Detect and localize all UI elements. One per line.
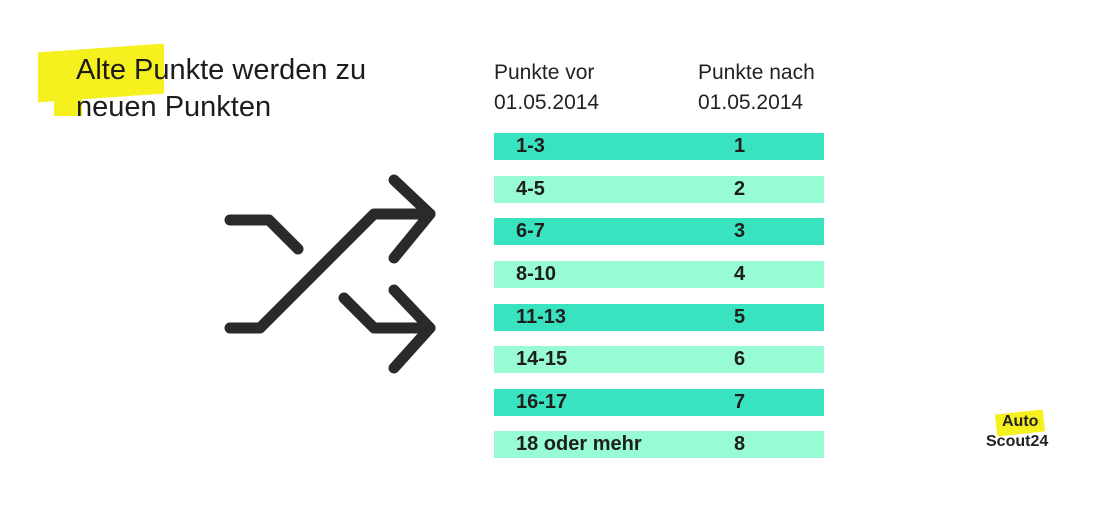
row-after-value: 3 bbox=[734, 220, 746, 242]
table-row: 1-3 1 bbox=[494, 133, 824, 160]
autoscout24-logo: Auto Scout24 bbox=[986, 412, 1048, 452]
row-after-value: 8 bbox=[734, 433, 746, 455]
column-header-before: Punkte vor 01.05.2014 bbox=[494, 58, 694, 118]
table-row: 16-17 7 bbox=[494, 389, 824, 416]
row-after-value: 4 bbox=[734, 263, 746, 285]
row-before-value: 16-17 bbox=[516, 391, 568, 413]
row-before-value: 11-13 bbox=[516, 306, 567, 328]
row-after-value: 6 bbox=[734, 348, 746, 370]
title-highlight-accent bbox=[54, 82, 82, 116]
table-row: 11-13 5 bbox=[494, 304, 824, 331]
column-header-after: Punkte nach 01.05.2014 bbox=[698, 58, 898, 118]
row-before-value: 8-10 bbox=[516, 263, 557, 285]
table-row: 8-10 4 bbox=[494, 261, 824, 288]
row-before-value: 4-5 bbox=[516, 178, 545, 200]
shuffle-icon bbox=[224, 174, 436, 374]
table-row: 18 oder mehr 8 bbox=[494, 431, 824, 458]
table-row: 6-7 3 bbox=[494, 218, 824, 245]
row-before-value: 14-15 bbox=[516, 348, 568, 370]
logo-line1: Auto bbox=[1002, 413, 1039, 430]
table-row: 4-5 2 bbox=[494, 176, 824, 203]
column-header-before-line1: Punkte vor bbox=[494, 61, 595, 84]
row-after-value: 1 bbox=[734, 135, 746, 157]
row-after-value: 5 bbox=[734, 306, 746, 328]
column-header-before-line2: 01.05.2014 bbox=[494, 91, 600, 114]
row-before-value: 1-3 bbox=[516, 135, 545, 157]
logo-line2: Scout24 bbox=[986, 433, 1049, 450]
row-before-value: 18 oder mehr bbox=[516, 433, 642, 455]
page-title: Alte Punkte werden zu neuen Punkten bbox=[76, 54, 367, 123]
row-after-value: 7 bbox=[734, 391, 746, 413]
row-before-value: 6-7 bbox=[516, 220, 545, 242]
table-row: 14-15 6 bbox=[494, 346, 824, 373]
row-after-value: 2 bbox=[734, 178, 746, 200]
column-header-after-line1: Punkte nach bbox=[698, 61, 815, 84]
column-header-after-line2: 01.05.2014 bbox=[698, 91, 804, 114]
